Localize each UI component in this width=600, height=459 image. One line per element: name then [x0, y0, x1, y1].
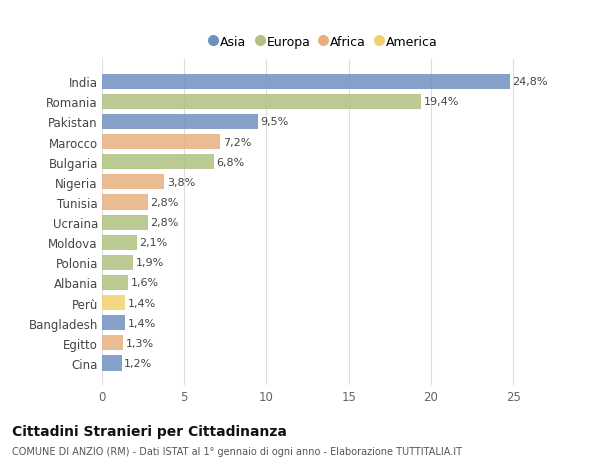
- Text: 9,5%: 9,5%: [260, 117, 289, 127]
- Text: 7,2%: 7,2%: [223, 137, 251, 147]
- Text: 6,8%: 6,8%: [216, 157, 245, 168]
- Bar: [102, 175, 164, 190]
- Text: 1,4%: 1,4%: [127, 298, 156, 308]
- Bar: [102, 315, 125, 330]
- Text: 2,8%: 2,8%: [151, 197, 179, 207]
- Text: 1,4%: 1,4%: [127, 318, 156, 328]
- Text: 19,4%: 19,4%: [424, 97, 459, 107]
- Legend: Asia, Europa, Africa, America: Asia, Europa, Africa, America: [208, 34, 440, 51]
- Text: COMUNE DI ANZIO (RM) - Dati ISTAT al 1° gennaio di ogni anno - Elaborazione TUTT: COMUNE DI ANZIO (RM) - Dati ISTAT al 1° …: [12, 446, 462, 456]
- Bar: [102, 255, 133, 270]
- Text: Cittadini Stranieri per Cittadinanza: Cittadini Stranieri per Cittadinanza: [12, 425, 287, 438]
- Bar: [102, 235, 137, 250]
- Text: 1,9%: 1,9%: [136, 258, 164, 268]
- Text: 1,3%: 1,3%: [126, 338, 154, 348]
- Bar: [102, 95, 421, 110]
- Bar: [102, 215, 148, 230]
- Text: 3,8%: 3,8%: [167, 178, 195, 187]
- Text: 24,8%: 24,8%: [512, 77, 548, 87]
- Text: 1,2%: 1,2%: [124, 358, 152, 368]
- Bar: [102, 275, 128, 291]
- Bar: [102, 296, 125, 310]
- Text: 2,8%: 2,8%: [151, 218, 179, 228]
- Bar: [102, 155, 214, 170]
- Text: 1,6%: 1,6%: [131, 278, 159, 288]
- Bar: [102, 135, 220, 150]
- Bar: [102, 115, 258, 130]
- Bar: [102, 74, 510, 90]
- Bar: [102, 195, 148, 210]
- Bar: [102, 336, 124, 351]
- Text: 2,1%: 2,1%: [139, 238, 167, 248]
- Bar: [102, 356, 122, 371]
